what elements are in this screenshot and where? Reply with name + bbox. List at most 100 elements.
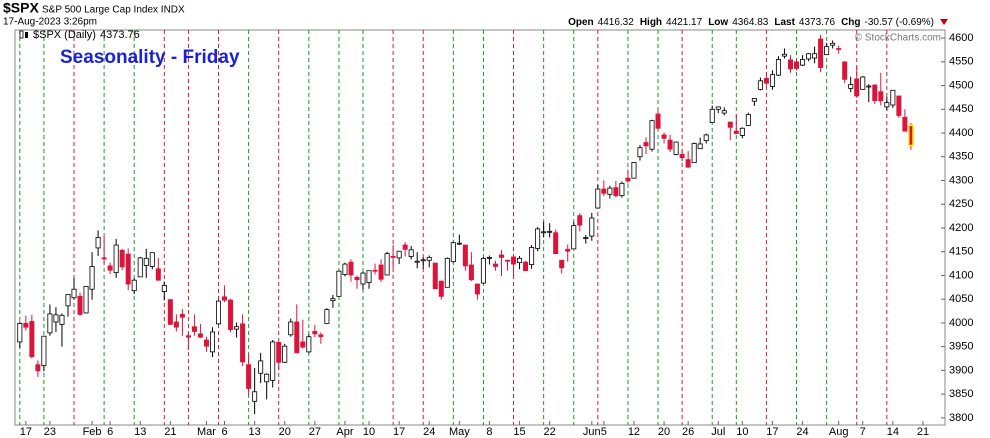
legend: $SPX (Daily) 4373.76 (33, 29, 140, 41)
candle-body (848, 84, 854, 89)
candle-body (324, 309, 330, 324)
x-tick-label: 22 (544, 426, 556, 438)
watermark: © StockCharts.com (855, 33, 941, 44)
candle-body (222, 296, 228, 301)
x-tick-label: 14 (887, 426, 899, 438)
x-tick-label: 17 (20, 426, 32, 438)
candle-body (426, 257, 432, 261)
candle-body (559, 259, 565, 269)
plot-area (14, 29, 946, 426)
candle-body (739, 127, 745, 136)
x-tick-label: Mar (197, 426, 216, 438)
x-tick-label: 23 (44, 426, 56, 438)
candle-body (167, 299, 173, 325)
candle-body (649, 120, 655, 150)
candle-body (95, 237, 101, 249)
candle-body (390, 256, 396, 258)
legend-icon (19, 30, 24, 39)
y-tick-label: 4300 (949, 174, 973, 186)
x-tick-label: 21 (917, 426, 929, 438)
candle-body (258, 360, 264, 374)
candle-body (312, 331, 318, 335)
x-tick-label: 12 (628, 426, 640, 438)
candle-body (595, 188, 601, 209)
y-tick-label: 4200 (949, 222, 973, 234)
candle-body (450, 242, 456, 263)
candle-body (348, 261, 354, 276)
candle-body (300, 341, 306, 348)
candle-body (523, 261, 529, 272)
candle-body (781, 53, 787, 57)
candle-body (336, 270, 342, 297)
candle-body (884, 102, 890, 108)
quote-label: High (640, 17, 662, 28)
candle-body (179, 313, 185, 318)
x-tick-label: 10 (736, 426, 748, 438)
candle-body (679, 153, 685, 159)
candle-body (661, 134, 667, 139)
candle-body (842, 61, 848, 80)
quote-value: 4416.32 (598, 17, 635, 28)
candle-body (107, 265, 113, 271)
candle-body (715, 106, 721, 110)
candle-body (330, 298, 336, 302)
candle-body (890, 89, 896, 106)
candle-body (474, 283, 480, 295)
candle-body (547, 230, 553, 233)
candle-body (456, 242, 462, 245)
candle-body (763, 78, 769, 84)
quote-value: 4421.17 (666, 17, 703, 28)
x-tick-label: 24 (796, 426, 808, 438)
x-tick-label: Apr (336, 426, 353, 438)
x-tick-label: 20 (658, 426, 670, 438)
candle-body (288, 321, 294, 336)
candle-body (378, 264, 384, 280)
candle-body (553, 232, 559, 255)
y-tick-label: 4600 (949, 32, 973, 44)
candle-body (354, 276, 360, 281)
candle-body (89, 266, 95, 290)
x-tick-label: 27 (309, 426, 321, 438)
candle-body (209, 331, 215, 353)
candle-body (216, 300, 222, 325)
candle-body (733, 130, 739, 134)
x-tick-label: 6 (221, 426, 227, 438)
x-tick-label: 6 (107, 426, 113, 438)
candle-body (697, 143, 703, 150)
candle-body (185, 335, 191, 338)
candle-body (71, 288, 77, 299)
candle-body (65, 294, 71, 307)
candle-body (137, 257, 143, 278)
x-tick-label: 15 (513, 426, 525, 438)
candle-body (751, 97, 757, 102)
y-tick-label: 3950 (949, 341, 973, 353)
candle-body (619, 182, 625, 197)
candle-body (402, 244, 408, 250)
candle-body (589, 217, 595, 237)
quote-value: -30.57 (-0.69%) (865, 17, 934, 28)
y-tick-label: 4100 (949, 269, 973, 281)
candle-body (131, 279, 137, 292)
candle-body (607, 187, 613, 195)
symbol: $SPX (3, 0, 39, 16)
down-arrow (940, 19, 948, 25)
candle-body (757, 80, 763, 90)
candle-body (565, 248, 571, 252)
x-tick-label: 13 (249, 426, 261, 438)
candle-body (685, 159, 691, 168)
candle-body (854, 78, 860, 97)
candle-body (408, 249, 414, 257)
y-tick-label: 4350 (949, 151, 973, 163)
candle-body (240, 323, 246, 363)
candle-body (498, 254, 504, 258)
candle-body (691, 143, 697, 163)
candle-body (866, 85, 872, 88)
candle-body (577, 215, 583, 226)
candle-body (703, 134, 709, 142)
timestamp: 17-Aug-2023 3:26pm (3, 17, 97, 28)
y-tick-label: 4550 (949, 56, 973, 68)
candle-body (601, 188, 607, 194)
quote-label: Open (568, 17, 594, 28)
